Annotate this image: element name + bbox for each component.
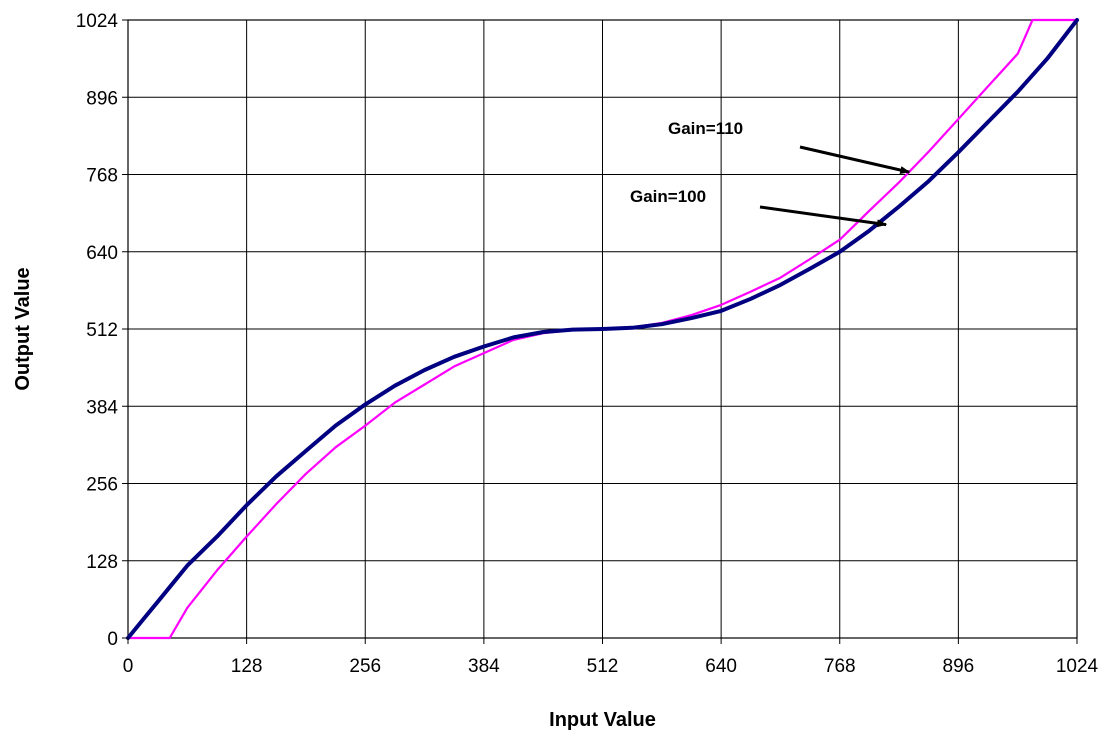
series-group: [126, 18, 1079, 640]
x-tick-label: 512: [587, 656, 619, 677]
y-tick-label: 128: [86, 552, 118, 573]
y-tick-label: 0: [107, 629, 118, 650]
x-tick-label: 768: [824, 656, 856, 677]
y-axis-title: Output Value: [12, 267, 34, 390]
x-tick-label: 256: [349, 656, 381, 677]
x-tick-label: 1024: [1056, 656, 1099, 677]
annotation-arrow: [799, 145, 911, 174]
x-tick-label: 896: [943, 656, 975, 677]
x-tick-label: 0: [123, 656, 134, 677]
y-tick-label: 384: [86, 397, 118, 418]
annotation-label: Gain=100: [630, 187, 706, 206]
series-line-2: [126, 18, 1079, 640]
x-tick-label: 384: [468, 656, 500, 677]
annotation-label: Gain=110: [668, 119, 743, 138]
annotation-arrow: [759, 205, 888, 228]
x-axis-title: Input Value: [549, 709, 656, 731]
y-tick-label: 1024: [76, 11, 119, 32]
y-tick-label: 896: [86, 88, 118, 109]
x-tick-label: 640: [705, 656, 737, 677]
y-tick-label: 256: [86, 475, 118, 496]
x-tick-label: 128: [231, 656, 263, 677]
y-tick-label: 512: [86, 320, 118, 341]
y-tick-label: 640: [86, 243, 118, 264]
tick-labels: 0 128 256 384 512 640 768 896 1024 0 128 256 384 512 6…: [76, 11, 1099, 677]
annotations: Gain=110 Gain=100: [630, 119, 911, 228]
y-tick-label: 768: [86, 166, 118, 187]
